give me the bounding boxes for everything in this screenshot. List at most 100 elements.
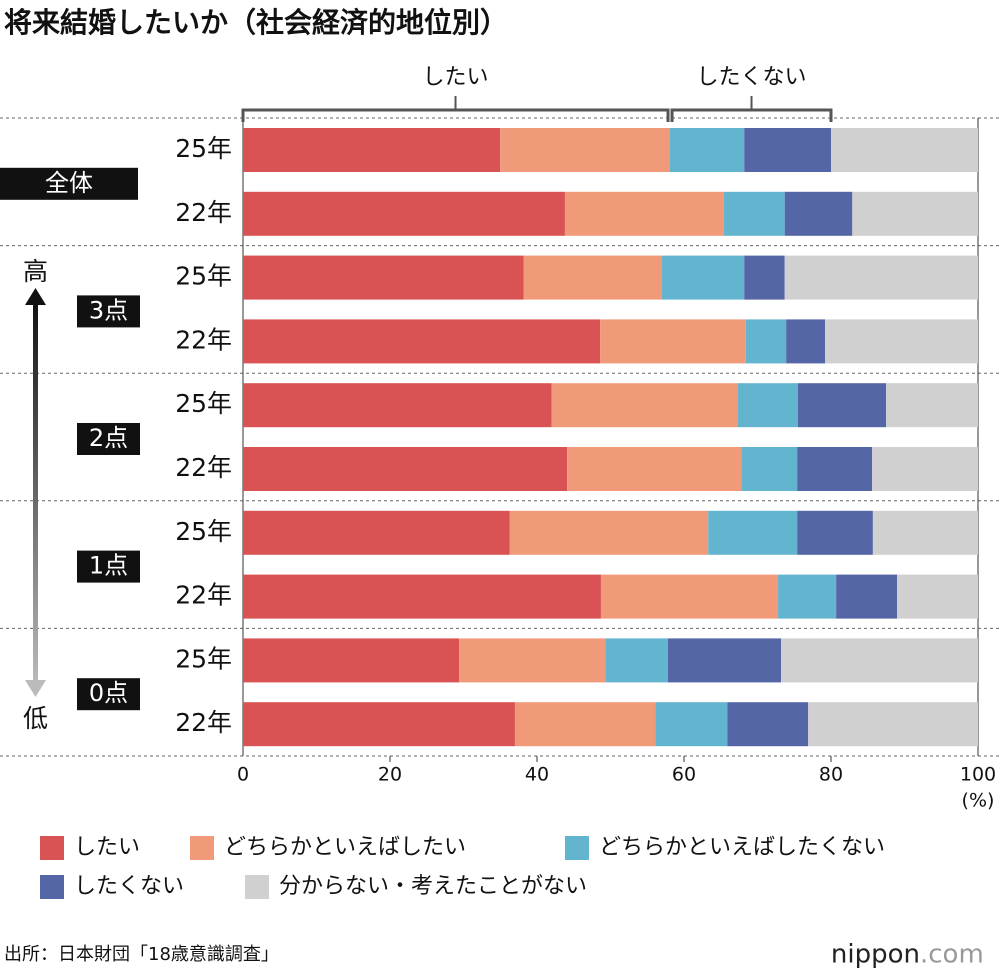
x-tick-label: 60 (672, 764, 696, 786)
bar-segment (605, 638, 668, 683)
bar-segment (723, 191, 785, 236)
bar-segment (852, 191, 978, 236)
bar-segment (459, 638, 606, 683)
bar-segment (727, 702, 809, 747)
chart-title: 将来結婚したいか（社会経済的地位別） (4, 6, 508, 39)
bar-segment (797, 383, 887, 428)
group-label: 2点 (89, 424, 128, 452)
bar-segment (514, 702, 656, 747)
legend-label: 分からない・考えたことがない (279, 874, 587, 899)
y-tick-label: 25年 (175, 644, 232, 673)
bar-segment (744, 255, 785, 300)
bracket (241, 108, 670, 122)
bar-segment (243, 702, 515, 747)
legend-swatch (40, 875, 64, 899)
bar-segment (745, 319, 787, 364)
arrow-label: 高 (23, 257, 48, 286)
bar-segment (600, 574, 779, 619)
arrow-head (25, 288, 46, 305)
bar-segment (243, 447, 568, 491)
group-box (0, 167, 138, 200)
bar-segment (781, 638, 978, 683)
bar-segment (741, 447, 798, 491)
group-box (77, 678, 140, 711)
x-tick-label: 80 (819, 764, 843, 786)
group-label: 0点 (89, 679, 128, 707)
bar-segment (243, 319, 601, 364)
bracket (670, 108, 833, 122)
legend-label: どちらかといえばしたい (224, 835, 466, 860)
group-label: 3点 (89, 296, 128, 324)
group-label: 1点 (89, 552, 128, 580)
y-tick-label: 22年 (175, 708, 232, 737)
y-tick-label: 22年 (175, 453, 232, 482)
x-tick-label: 0 (237, 764, 249, 786)
x-tick-label: 20 (378, 764, 402, 786)
group-box (77, 423, 140, 455)
bar-segment (564, 191, 724, 236)
y-tick-label: 22年 (175, 581, 232, 610)
bar-segment (897, 574, 978, 619)
bar-segment (786, 319, 826, 364)
bar-segment (243, 510, 510, 555)
bar-segment (831, 128, 978, 172)
bar-segment (243, 128, 501, 172)
bar-segment (808, 702, 978, 747)
bar-segment (708, 510, 798, 555)
bar-segment (600, 319, 746, 364)
bar-segment (243, 383, 552, 428)
logo: .com (920, 940, 984, 970)
legend-label: どちらかといえばしたくない (599, 835, 885, 860)
x-tick-label: 100 (960, 764, 996, 786)
legend-label: したくない (74, 874, 184, 899)
bar-segment (551, 383, 738, 428)
bar-segment (567, 447, 742, 491)
group-box (77, 295, 140, 328)
x-unit: (%) (962, 790, 995, 812)
bar-segment (778, 574, 837, 619)
bar-segment (744, 128, 831, 172)
bar-segment (500, 128, 671, 172)
x-tick-label: 40 (525, 764, 549, 786)
y-tick-label: 25年 (175, 262, 232, 291)
y-tick-label: 25年 (175, 389, 232, 418)
bar-segment (784, 255, 978, 300)
bar-segment (797, 447, 873, 491)
bar-segment (243, 638, 460, 683)
legend-swatch (565, 836, 589, 860)
arrow-label: 低 (23, 704, 48, 733)
group-label: 全体 (45, 169, 93, 197)
bar-segment (670, 128, 745, 172)
legend-swatch (190, 836, 214, 860)
bar-segment (655, 702, 728, 747)
bar-segment (836, 574, 898, 619)
logo: nippon (831, 940, 920, 970)
arrow-shaft (33, 300, 38, 685)
legend-swatch (40, 836, 64, 860)
y-tick-label: 25年 (175, 134, 232, 163)
bar-segment (872, 447, 978, 491)
bar-segment (797, 510, 873, 555)
source: 出所：日本財団「18歳意識調査」 (4, 944, 279, 965)
y-tick-label: 22年 (175, 198, 232, 227)
bracket-label: したくない (697, 65, 807, 90)
bar-segment (509, 510, 709, 555)
y-tick-label: 25年 (175, 517, 232, 546)
bracket-label: したい (423, 65, 489, 90)
group-box (77, 550, 140, 583)
bar-segment (243, 255, 524, 300)
legend-swatch (245, 875, 269, 899)
bar-segment (661, 255, 745, 300)
y-tick-label: 22年 (175, 325, 232, 354)
bar-segment (784, 191, 853, 236)
bar-segment (667, 638, 782, 683)
legend-label: したい (74, 835, 140, 860)
arrow-head (25, 680, 46, 697)
bar-segment (523, 255, 662, 300)
bar-segment (872, 510, 978, 555)
bar-segment (243, 191, 565, 236)
bar-segment (243, 574, 601, 619)
bar-segment (737, 383, 798, 428)
bar-segment (886, 383, 978, 428)
